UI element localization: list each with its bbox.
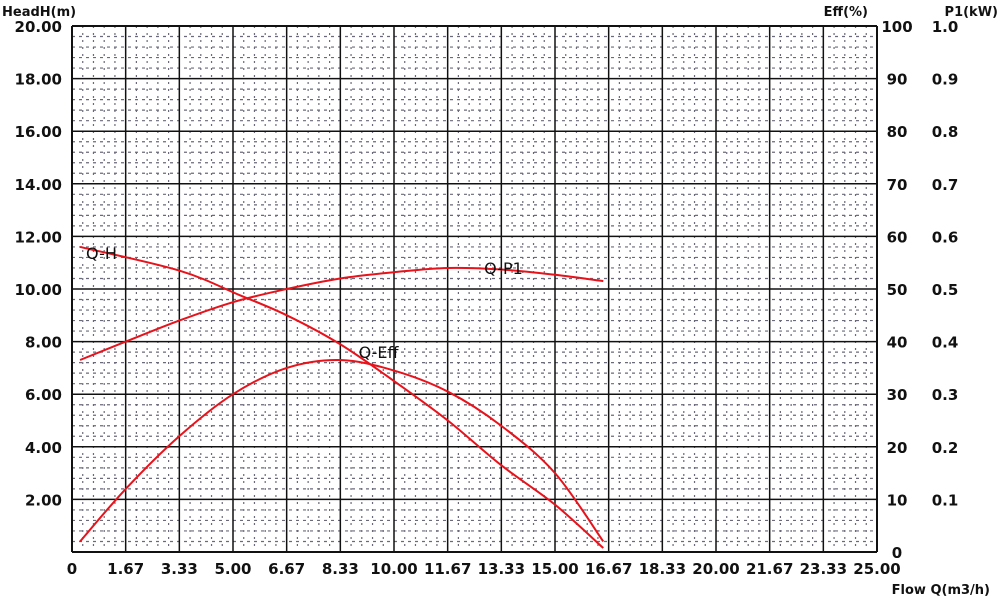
y3-tick-label: 0.1 xyxy=(932,491,959,509)
x-tick-label: 21.67 xyxy=(746,560,793,578)
x-tick-label: 6.67 xyxy=(268,560,305,578)
major-grid xyxy=(71,25,878,553)
y2-tick-label: 80 xyxy=(887,123,908,141)
curve-label: Q-P1 xyxy=(484,259,523,278)
y-tick-label: 4.00 xyxy=(25,439,62,457)
y-tick-label: 16.00 xyxy=(15,123,62,141)
y2-axis-label: Eff(%) xyxy=(824,5,868,20)
y2-tick-label: 50 xyxy=(887,281,908,299)
x-tick-label: 3.33 xyxy=(161,560,198,578)
x-tick-label: 5.00 xyxy=(214,560,251,578)
y3-tick-label: 0.2 xyxy=(932,439,959,457)
x-tick-label: 0 xyxy=(67,560,77,578)
curves: Q-H Q-P1 Q-Eff xyxy=(79,244,605,549)
x-tick-label: 8.33 xyxy=(322,560,359,578)
y2-tick-label: 70 xyxy=(887,176,908,194)
y-tick-label: 10.00 xyxy=(15,281,62,299)
curve-q-eff xyxy=(79,358,605,543)
y-tick-label: 18.00 xyxy=(15,71,62,89)
x-tick-label: 1.67 xyxy=(107,560,144,578)
y-axis-label: HeadH(m) xyxy=(2,5,76,20)
curve-label: Q-H xyxy=(86,244,117,263)
y-tick-label: 2.00 xyxy=(25,491,62,509)
x-axis-label: Flow Q(m3/h) xyxy=(892,583,990,598)
x-tick-label: 18.33 xyxy=(639,560,686,578)
curve-label: Q-Eff xyxy=(359,343,400,362)
y3-tick-label: 0.3 xyxy=(932,386,959,404)
x-tick-label: 16.67 xyxy=(585,560,632,578)
y3-tick-label: 0.8 xyxy=(932,123,959,141)
y2-tick-label: 90 xyxy=(887,71,908,89)
y2-tick-label: 60 xyxy=(887,228,908,246)
y3-tick-label: 0.7 xyxy=(932,176,959,194)
y-tick-label: 14.00 xyxy=(15,176,62,194)
y2-tick-label: 10 xyxy=(887,491,908,509)
x-tick-label: 20.00 xyxy=(692,560,739,578)
y-tick-label: 12.00 xyxy=(15,228,62,246)
y-tick-label: 20.00 xyxy=(15,18,62,36)
x-tick-label: 25.00 xyxy=(853,560,900,578)
x-tick-label: 11.67 xyxy=(424,560,471,578)
x-tick-label: 15.00 xyxy=(531,560,578,578)
y2-tick-label: 30 xyxy=(887,386,908,404)
y3-tick-label: 1.0 xyxy=(932,18,959,36)
y3-tick-label: 0.4 xyxy=(932,334,959,352)
x-tick-label: 13.33 xyxy=(478,560,525,578)
y-tick-label: 8.00 xyxy=(25,334,62,352)
y2-tick-label: 0 xyxy=(892,544,902,562)
minor-grid xyxy=(72,26,877,552)
y2-tick-label: 40 xyxy=(887,334,908,352)
y3-tick-label: 0.5 xyxy=(932,281,959,299)
x-tick-label: 23.33 xyxy=(800,560,847,578)
tick-labels: 0 1.67 3.33 5.00 6.67 8.33 10.00 11.67 13.33 15.0… xyxy=(15,18,959,578)
curve-q-h xyxy=(79,245,604,549)
y-tick-label: 6.00 xyxy=(25,386,62,404)
y3-tick-label: 0.9 xyxy=(932,71,959,89)
y3-axis-label: P1(kW) xyxy=(945,5,998,20)
y2-tick-label: 100 xyxy=(881,18,912,36)
x-tick-label: 10.00 xyxy=(370,560,417,578)
y2-tick-label: 20 xyxy=(887,439,908,457)
curve-q-p1 xyxy=(79,266,604,361)
y3-tick-label: 0.6 xyxy=(932,228,959,246)
